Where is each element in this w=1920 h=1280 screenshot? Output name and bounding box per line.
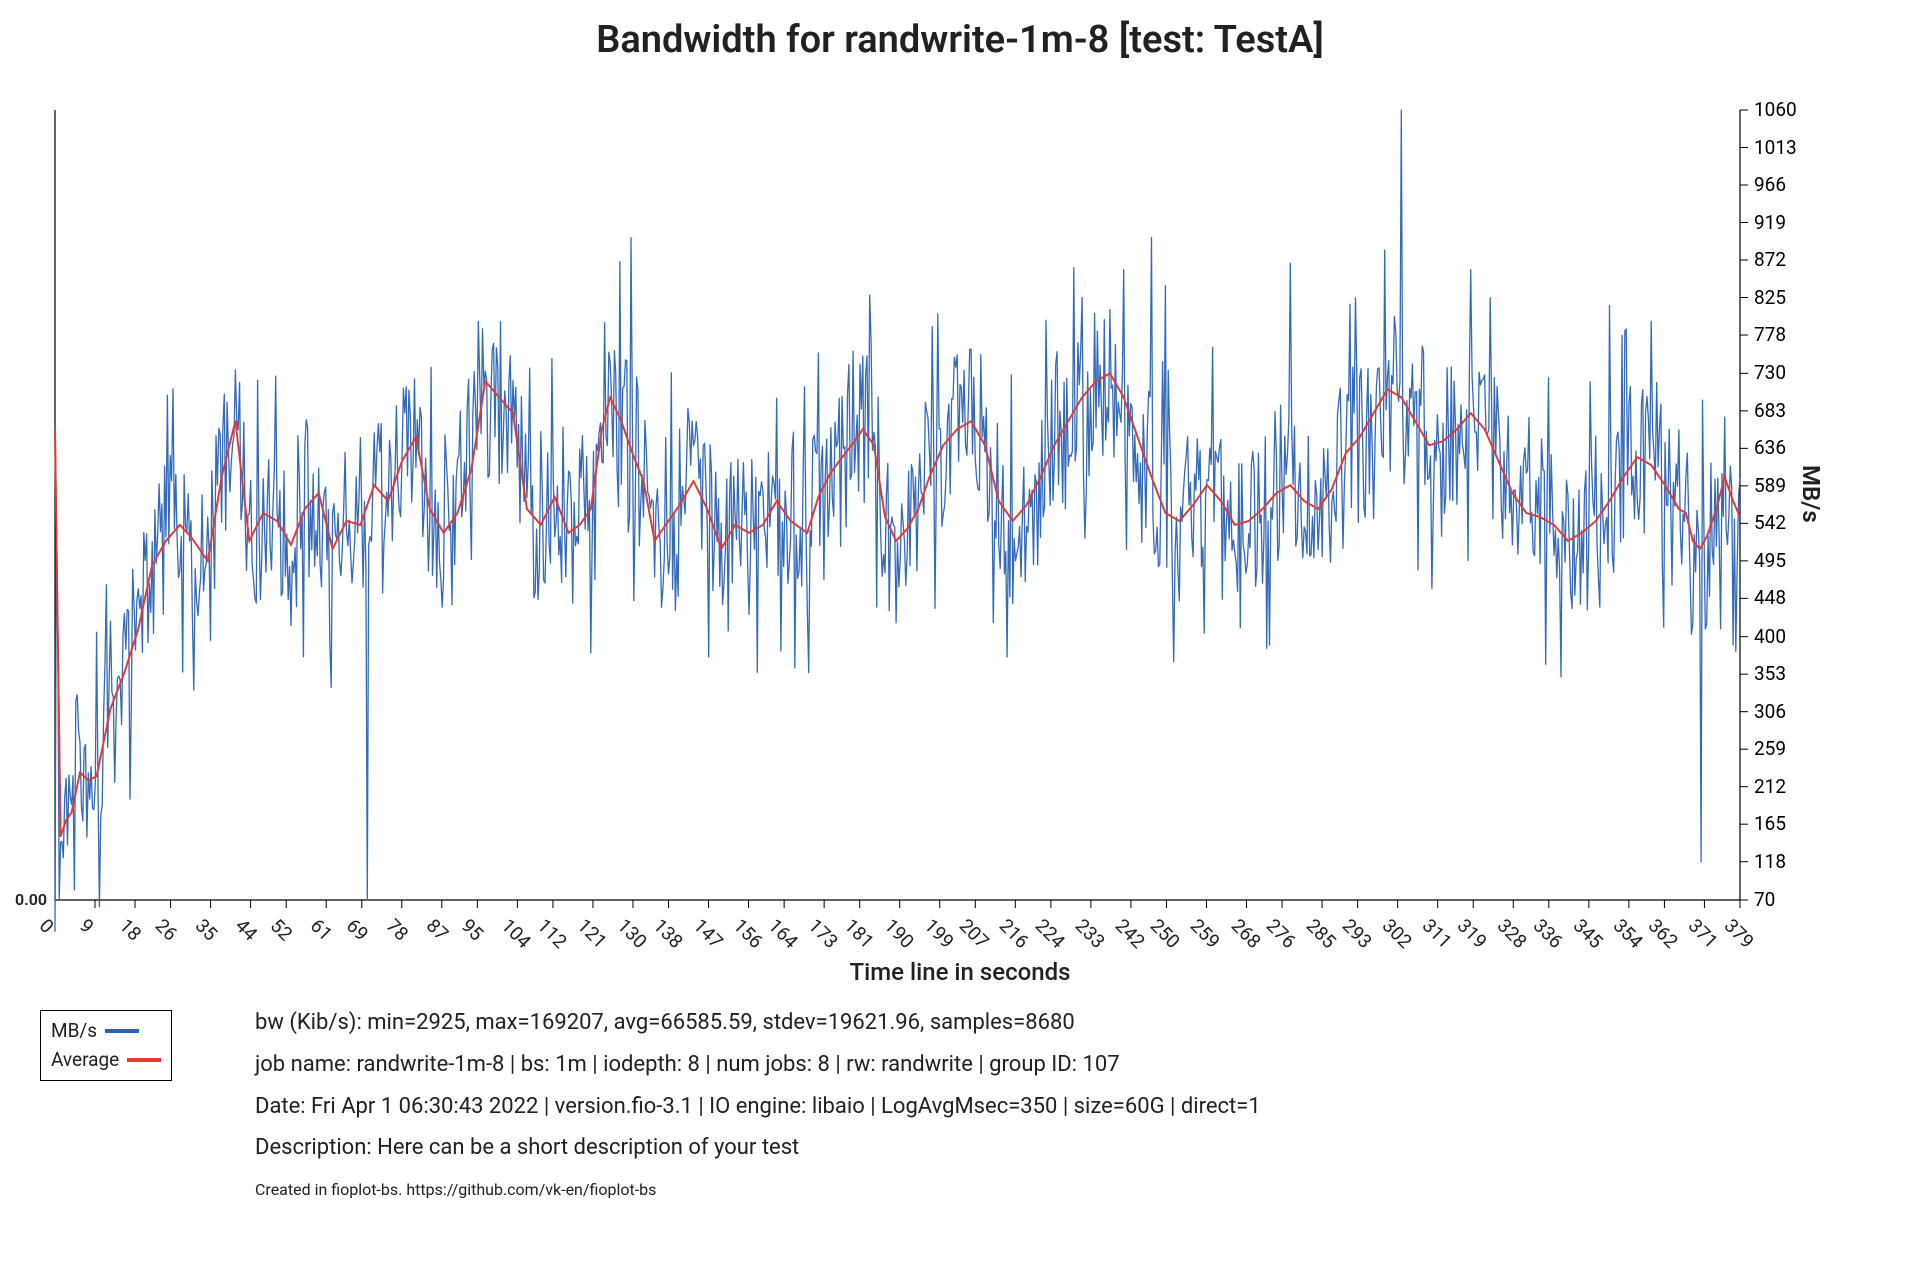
chart-title: Bandwidth for randwrite-1m-8 [test: Test…	[0, 18, 1920, 62]
legend-item: Average	[51, 1046, 161, 1075]
y2-tick-label: 165	[1754, 812, 1786, 835]
y2-tick-label: 70	[1754, 888, 1775, 911]
legend-box: MB/sAverage	[40, 1010, 172, 1081]
y2-tick-label: 259	[1754, 737, 1786, 760]
y2-tick-label: 495	[1754, 549, 1786, 572]
plot-area	[40, 100, 1790, 920]
y2-tick-label: 636	[1754, 436, 1786, 459]
legend-item-label: MB/s	[51, 1017, 97, 1046]
y2-tick-label: 589	[1754, 474, 1786, 497]
y2-tick-label: 919	[1754, 211, 1786, 234]
info-run-meta: Date: Fri Apr 1 06:30:43 2022 | version.…	[255, 1086, 1261, 1128]
info-credit: Created in fioplot-bs. https://github.co…	[255, 1175, 1261, 1205]
left-axis-zero-label: 0.00	[15, 890, 47, 909]
y2-tick-label: 778	[1754, 323, 1786, 346]
legend-swatch	[105, 1029, 139, 1033]
y2-tick-label: 400	[1754, 625, 1786, 648]
y2-tick-label: 353	[1754, 662, 1786, 685]
y2-tick-label: 966	[1754, 173, 1786, 196]
y2-tick-label: 448	[1754, 586, 1786, 609]
y2-tick-label: 872	[1754, 248, 1786, 271]
y2-tick-label: 212	[1754, 775, 1786, 798]
y2-tick-label: 730	[1754, 361, 1786, 384]
legend-item-label: Average	[51, 1046, 119, 1075]
x-axis-label: Time line in seconds	[0, 958, 1920, 986]
y2-tick-label: 1060	[1754, 98, 1797, 121]
plot-svg	[40, 100, 1790, 920]
info-job-params: job name: randwrite-1m-8 | bs: 1m | iode…	[255, 1044, 1261, 1086]
legend-swatch	[127, 1058, 161, 1062]
info-description: Description: Here can be a short descrip…	[255, 1127, 1261, 1169]
chart-container: Bandwidth for randwrite-1m-8 [test: Test…	[0, 0, 1920, 1280]
y2-tick-label: 683	[1754, 399, 1786, 422]
y2-tick-label: 825	[1754, 286, 1786, 309]
info-block: bw (Kib/s): min=2925, max=169207, avg=66…	[255, 1002, 1261, 1206]
y2-tick-label: 1013	[1754, 136, 1797, 159]
y2-tick-label: 306	[1754, 700, 1786, 723]
y2-tick-label: 118	[1754, 850, 1786, 873]
y-axis-label: MB/s	[1797, 465, 1825, 523]
legend-item: MB/s	[51, 1017, 161, 1046]
info-bw-stats: bw (Kib/s): min=2925, max=169207, avg=66…	[255, 1002, 1261, 1044]
y2-tick-label: 542	[1754, 511, 1786, 534]
